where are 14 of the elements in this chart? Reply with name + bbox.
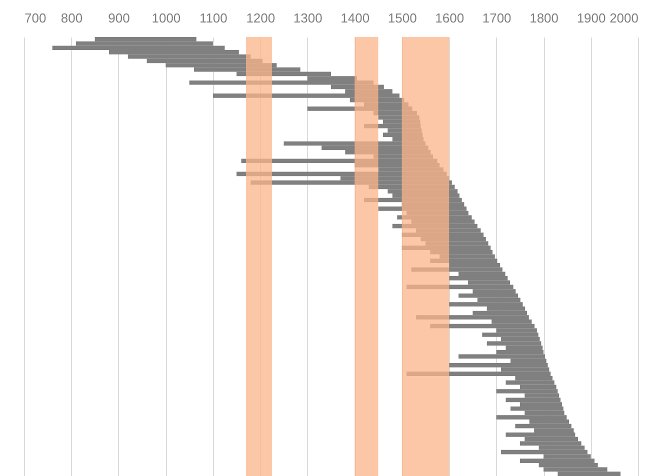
x-tick-label: 700 xyxy=(24,10,46,26)
x-tick-label: 1000 xyxy=(152,10,181,26)
x-tick-label: 1600 xyxy=(435,10,464,26)
x-tick-label: 1800 xyxy=(530,10,558,26)
x-tick-label: 1400 xyxy=(340,10,370,26)
x-tick-label: 1900 xyxy=(576,10,606,26)
x-tick-label: 1100 xyxy=(199,10,228,26)
x-tick-label: 800 xyxy=(60,10,83,26)
x-tick-label: 1500 xyxy=(388,10,417,26)
x-tick-label: 900 xyxy=(108,10,130,26)
x-tick-label: 1700 xyxy=(482,10,512,26)
x-tick-label: 1300 xyxy=(293,10,322,26)
x-tick-label: 1200 xyxy=(246,10,276,26)
x-tick-label: 2000 xyxy=(610,10,638,26)
